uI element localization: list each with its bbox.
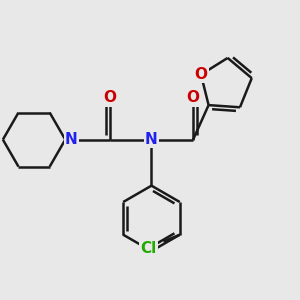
Text: O: O bbox=[187, 91, 200, 106]
Text: Cl: Cl bbox=[140, 241, 157, 256]
Text: N: N bbox=[145, 132, 158, 147]
Text: O: O bbox=[194, 67, 208, 82]
Text: O: O bbox=[103, 91, 116, 106]
Text: N: N bbox=[65, 132, 78, 147]
